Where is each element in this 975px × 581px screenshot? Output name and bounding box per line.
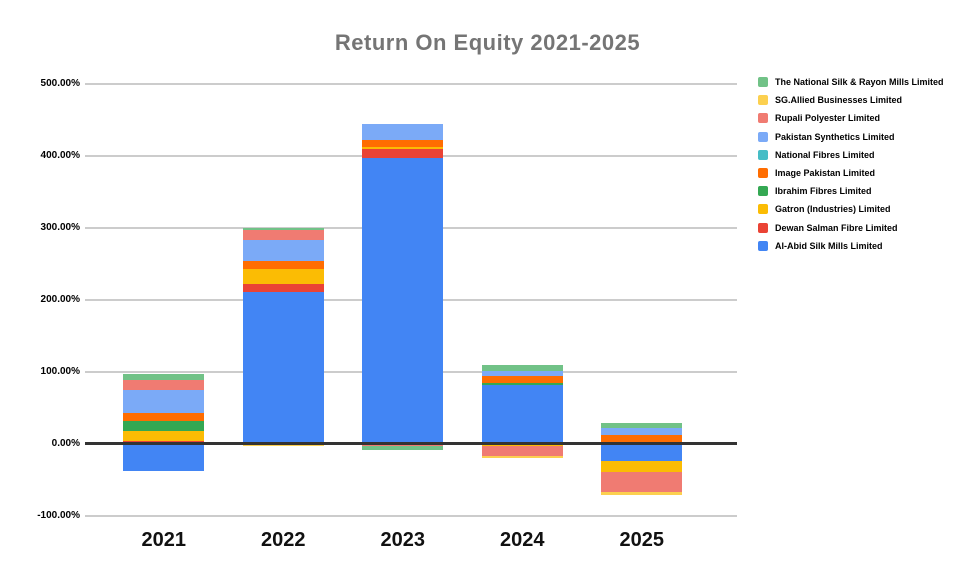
bar-segment-2022-series-9 — [242, 228, 324, 231]
legend-swatch-icon — [758, 113, 768, 124]
zero-axis-line — [85, 442, 737, 445]
legend-item: The National Silk & Rayon Mills Limited — [758, 73, 944, 91]
bar-segment-2024-series-8 — [481, 455, 563, 458]
bar-segment-2025-series-9 — [601, 423, 683, 428]
bar-segment-2023-series-4 — [362, 139, 444, 147]
bar-segment-2021-series-4 — [123, 413, 205, 422]
y-axis-tick-label: 0.00% — [51, 437, 80, 449]
legend-label: Al-Abid Silk Mills Limited — [775, 240, 883, 251]
legend-label: Rupali Polyester Limited — [775, 113, 881, 124]
legend-item: National Fibres Limited — [758, 146, 944, 164]
x-axis-label-2021: 2021 — [141, 529, 187, 551]
x-axis-label-2022: 2022 — [261, 529, 306, 551]
legend-item: Ibrahim Fibres Limited — [758, 182, 944, 200]
bar-segment-2025-series-8 — [601, 492, 683, 496]
bar-segment-2023-series-9 — [362, 446, 444, 450]
legend-label: Dewan Salman Fibre Limited — [775, 222, 898, 233]
bar-segment-2024-series-6 — [481, 370, 563, 376]
bar-segment-2023-series-0 — [362, 157, 444, 444]
gridline — [85, 82, 737, 85]
legend-swatch-icon — [758, 77, 768, 88]
bar-segment-2022-series-4 — [242, 260, 324, 270]
legend-label: National Fibres Limited — [775, 149, 875, 160]
bar-segment-2025-series-6 — [601, 427, 683, 435]
y-axis-tick-label: 500.00% — [40, 77, 80, 89]
legend-swatch-icon — [758, 204, 768, 215]
bar-segment-2025-series-7 — [601, 472, 683, 493]
legend-swatch-icon — [758, 222, 768, 233]
legend-swatch-icon — [758, 186, 768, 197]
legend-item: SG.Allied Businesses Limited — [758, 91, 944, 109]
bar-segment-2022-series-7 — [242, 230, 324, 241]
bar-segment-2024-series-9 — [481, 365, 563, 371]
legend-swatch-icon — [758, 95, 768, 106]
bar-segment-2021-series-0 — [123, 443, 205, 471]
legend-label: Ibrahim Fibres Limited — [775, 186, 872, 197]
legend-label: SG.Allied Businesses Limited — [775, 95, 903, 106]
chart-legend: The National Silk & Rayon Mills Limited S… — [758, 73, 944, 255]
bar-segment-2023-series-2 — [362, 146, 444, 150]
bar-segment-2021-series-9 — [123, 374, 205, 381]
bar-segment-2022-series-6 — [242, 240, 324, 261]
bar-segment-2025-series-4 — [601, 434, 683, 444]
legend-swatch-icon — [758, 149, 768, 160]
legend-label: Image Pakistan Limited — [775, 168, 876, 179]
x-axis-label-2023: 2023 — [380, 529, 426, 551]
x-axis-label-2024: 2024 — [500, 529, 545, 551]
bar-segment-2024-series-3 — [481, 383, 563, 386]
y-axis-tick-label: 100.00% — [40, 365, 80, 377]
bar-segment-2023-series-6 — [362, 123, 444, 140]
legend-swatch-icon — [758, 131, 768, 142]
bar-segment-2022-series-1 — [242, 284, 324, 293]
bar-segment-2023-series-1 — [362, 149, 444, 158]
bar-segment-2024-series-4 — [481, 375, 563, 383]
legend-label: Gatron (Industries) Limited — [775, 204, 891, 215]
legend-item: Pakistan Synthetics Limited — [758, 128, 944, 146]
legend-item: Rupali Polyester Limited — [758, 109, 944, 127]
legend-item: Dewan Salman Fibre Limited — [758, 219, 944, 237]
legend-item: Gatron (Industries) Limited — [758, 200, 944, 218]
gridline — [85, 514, 737, 517]
legend-item: Al-Abid Silk Mills Limited — [758, 237, 944, 255]
bar-segment-2021-series-3 — [123, 421, 205, 432]
bar-segment-2021-series-2 — [123, 431, 205, 442]
y-axis-tick-label: 400.00% — [40, 149, 80, 161]
bar-segment-2021-series-7 — [123, 380, 205, 391]
bar-segment-2025-series-2 — [601, 460, 683, 473]
chart-title: Return On Equity 2021-2025 — [334, 30, 641, 55]
legend-item: Image Pakistan Limited — [758, 164, 944, 182]
legend-label: Pakistan Synthetics Limited — [775, 131, 895, 142]
y-axis-tick-label: -100.00% — [37, 509, 80, 521]
legend-swatch-icon — [758, 168, 768, 179]
legend-swatch-icon — [758, 240, 768, 251]
x-axis-label-2025: 2025 — [619, 529, 665, 551]
bar-segment-2024-series-7 — [481, 446, 563, 456]
legend-label: The National Silk & Rayon Mills Limited — [775, 77, 944, 88]
bar-segment-2024-series-0 — [481, 385, 563, 444]
bar-segment-2022-series-0 — [242, 292, 324, 444]
bar-segment-2021-series-6 — [123, 390, 205, 414]
bar-segment-2022-series-2 — [242, 269, 324, 285]
y-axis-tick-label: 300.00% — [40, 221, 80, 233]
y-axis-tick-label: 200.00% — [40, 293, 80, 305]
bar-segment-2025-series-0 — [601, 443, 683, 461]
